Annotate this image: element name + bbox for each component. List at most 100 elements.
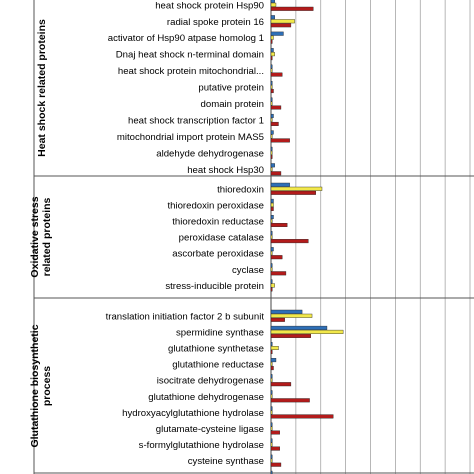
bars: [270, 0, 344, 474]
bar-red: [270, 446, 280, 451]
row-label: peroxidase catalase: [179, 233, 264, 244]
bar-blue: [270, 422, 273, 427]
bar-yellow: [270, 202, 274, 207]
row-label: thioredoxin: [217, 184, 264, 195]
bar-blue: [270, 454, 273, 459]
bar-blue: [270, 309, 303, 314]
row-label: isocitrate dehydrogenase: [157, 376, 264, 387]
bar-yellow: [270, 167, 273, 172]
bar-yellow: [270, 134, 273, 139]
bar-blue: [270, 182, 290, 187]
group-separators: [33, 0, 474, 474]
bar-blue: [270, 438, 273, 443]
group-title-1-line-1: related proteins: [41, 197, 53, 276]
bar-yellow: [270, 410, 273, 415]
bar-blue: [270, 146, 273, 151]
bar-yellow: [270, 2, 277, 7]
bar-yellow: [270, 394, 273, 399]
bar-blue: [270, 64, 273, 69]
row-label: activator of Hsp90 atpase homolog 1: [108, 33, 264, 44]
row-label: glutathione dehydrogenase: [148, 392, 264, 403]
bar-yellow: [270, 186, 323, 191]
bar-yellow: [270, 85, 273, 90]
row-labels: heat shock protein Hsp90 radial spoke pro…: [106, 0, 265, 467]
bar-red: [270, 56, 273, 61]
bar-red: [270, 317, 285, 322]
bar-blue: [270, 263, 273, 268]
row-label: domain protein: [201, 99, 264, 110]
row-label: glutathione synthetase: [168, 344, 264, 355]
bar-blue: [270, 198, 274, 203]
gridlines: [270, 0, 471, 474]
bar-yellow: [270, 235, 273, 240]
bar-yellow: [270, 378, 273, 383]
bar-red: [270, 398, 310, 403]
bar-yellow: [270, 426, 273, 431]
row-label: radial spoke protein 16: [167, 17, 264, 28]
row-label: ascorbate peroxidase: [172, 249, 264, 260]
row-label: glutathione reductase: [172, 360, 264, 371]
bar-red: [270, 105, 282, 110]
bar-blue: [270, 374, 273, 379]
bar-yellow: [270, 19, 295, 24]
bar-blue: [270, 247, 274, 252]
bar-blue: [270, 390, 273, 395]
bar-yellow: [270, 329, 344, 334]
row-label: heat shock transcription factor 1: [128, 115, 264, 126]
bar-red: [270, 23, 292, 28]
bar-yellow: [270, 283, 275, 288]
bar-red: [270, 121, 279, 126]
bar-yellow: [270, 35, 274, 40]
bar-blue: [270, 342, 273, 347]
bar-yellow: [270, 117, 273, 122]
bar-blue: [270, 113, 274, 118]
row-label: glutamate-cysteine ligase: [156, 424, 264, 435]
bar-red: [270, 350, 273, 355]
bar-red: [270, 271, 287, 276]
bar-yellow: [270, 251, 273, 256]
bar-yellow: [270, 101, 273, 106]
bar-blue: [270, 325, 328, 330]
bar-blue: [270, 31, 284, 36]
bar-blue: [270, 97, 273, 102]
row-label: heat shock Hsp30: [187, 165, 264, 176]
row-label: mitochondrial import protein MAS5: [117, 132, 264, 143]
bar-blue: [270, 163, 275, 168]
bar-red: [270, 333, 311, 338]
row-label: putative protein: [198, 83, 264, 94]
group-title-2-line-1: process: [41, 366, 53, 406]
group-titles: Heat shock related proteins Oxidative str…: [29, 19, 53, 448]
bar-red: [270, 171, 282, 176]
bar-red: [270, 89, 274, 94]
row-label: heat shock protein mitochondrial...: [118, 66, 264, 77]
bar-red: [270, 6, 314, 11]
row-label: cysteine synthase: [188, 456, 264, 467]
bar-blue: [270, 279, 273, 284]
bar-yellow: [270, 346, 279, 351]
bar-red: [270, 72, 283, 77]
bar-blue: [270, 406, 273, 411]
bar-yellow: [270, 458, 273, 463]
group-title-2-line-0: Glutathione biosynthetic: [29, 324, 41, 447]
row-label: translation initiation factor 2 b subuni…: [106, 311, 265, 322]
row-label: Dnaj heat shock n-terminal domain: [116, 50, 264, 61]
bar-blue: [270, 231, 273, 236]
bar-yellow: [270, 150, 273, 155]
bar-red: [270, 462, 282, 467]
row-label: thioredoxin reductase: [172, 217, 264, 228]
group-title-0-line-0: Heat shock related proteins: [36, 19, 48, 157]
bar-yellow: [270, 68, 273, 73]
group-title-1-line-0: Oxidative stress: [29, 196, 41, 277]
bar-yellow: [270, 218, 273, 223]
row-label: cyclase: [232, 265, 264, 276]
bar-blue: [270, 0, 275, 3]
bar-red: [270, 154, 273, 159]
bar-yellow: [270, 52, 275, 57]
bar-blue: [270, 48, 274, 53]
bar-red: [270, 206, 274, 211]
bar-red: [270, 39, 273, 44]
row-label: heat shock protein Hsp90: [155, 0, 264, 11]
bar-yellow: [270, 362, 273, 367]
row-label: aldehyde dehydrogenase: [156, 148, 264, 159]
